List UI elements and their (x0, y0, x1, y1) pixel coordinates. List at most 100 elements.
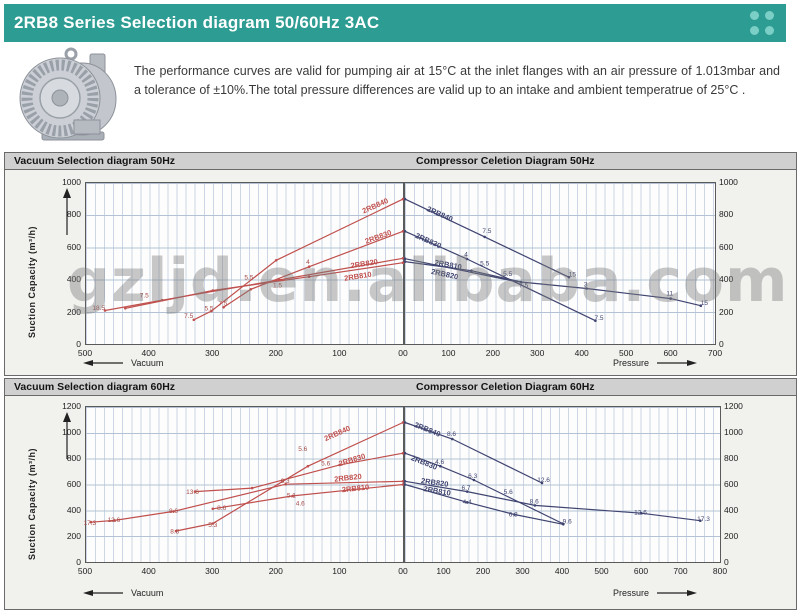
power-annotation: 4.4 (463, 499, 472, 506)
vacuum-60hz-plot: 2RB840 2RB830 2RB820 2RB810 17.3 12.6 8.6 8.8 5.… (83, 406, 405, 563)
power-annotation: 4.6 (296, 500, 305, 507)
pressure-axis-label: Pressure (613, 358, 650, 368)
power-annotation: 15 (569, 272, 577, 279)
curve-point (519, 280, 523, 284)
curve-point (540, 481, 544, 485)
curve-point (113, 519, 116, 522)
vacuum-axis-label: Vacuum (131, 358, 164, 368)
dot-icon (750, 26, 759, 35)
curve-point (669, 297, 672, 300)
power-annotation: 4 (306, 259, 310, 266)
panel-60hz: Vacuum Selection diagram 60Hz Compressor… (4, 378, 797, 610)
curve-point (465, 501, 469, 504)
series-label-2RB830: 2RB830 (414, 231, 443, 250)
curve-2RB810 (404, 483, 564, 525)
curve-point (401, 483, 405, 486)
curve-point (222, 306, 225, 309)
curve-point (401, 480, 405, 483)
curve-point (338, 463, 341, 467)
series-label-2RB840: 2RB840 (413, 420, 442, 439)
compressor-50hz-plot: 2RB840 2RB830 2RB810 2RB820 7.5 15 4 5.5 5.5 7.5 7… (403, 182, 716, 345)
intro-text: The performance curves are valid for pum… (134, 63, 780, 97)
vacuum-50hz-yticks: 1000 800 600 400 200 0 (62, 177, 81, 349)
curve-2RB820 (104, 257, 404, 312)
suction-capacity-axis-label: Suction Capacity (m³/h) (27, 225, 37, 338)
curve-point (403, 257, 407, 260)
left-arrow-icon (83, 360, 123, 366)
curve-point (401, 451, 405, 455)
curve-2RB840 (175, 421, 404, 532)
vacuum-50hz-curves: 2RB8402RB8302RB8202RB81018.57.57.55.55.5… (92, 196, 405, 322)
panel-60hz-body: Suction Capacity (m³/h) 1200 1000 800 600 40… (5, 396, 796, 609)
left-arrow-icon (83, 590, 123, 596)
vacuum-60hz-xticks: 500 400 300 200 100 00 (77, 566, 408, 576)
power-annotation: 4.6 (435, 459, 444, 466)
curve-point (211, 522, 215, 525)
right-arrow-icon (657, 590, 698, 596)
power-annotation: 7.5 (140, 293, 149, 300)
curve-point (403, 197, 407, 201)
power-annotation: 12.6 (634, 510, 647, 517)
compressor-60hz-plot: 2RB840 2RB830 2RB820 2RB810 8.6 12.6 4.6 6.3 9.6… (403, 406, 721, 563)
power-annotation: 11 (666, 291, 673, 298)
curve-point (699, 519, 702, 522)
curve-point (451, 437, 454, 441)
curve-point (699, 304, 703, 307)
series-label-2RB820: 2RB820 (421, 476, 450, 489)
series-label-2RB810: 2RB810 (344, 270, 373, 283)
power-annotation: 18.5 (92, 305, 105, 312)
series-label-2RB820: 2RB820 (350, 257, 379, 270)
suction-capacity-axis-label: Suction Capacity (m³/h) (27, 447, 37, 560)
curve-point (403, 421, 407, 424)
dot-icon (765, 26, 774, 35)
power-annotation: 7.5 (218, 301, 227, 308)
power-annotation: 6.7 (461, 485, 470, 492)
vacuum-60hz-title: Vacuum Selection diagram 60Hz (14, 381, 176, 393)
power-annotation: 6.3 (468, 473, 477, 480)
power-annotation: 5.5 (480, 260, 489, 267)
power-annotation: 5.3 (208, 522, 217, 529)
curve-point (585, 287, 588, 290)
page-title: 2RB8 Series Selection diagram 50/60Hz 3A… (14, 13, 380, 32)
curve-point (401, 257, 405, 260)
power-annotation: 5.6 (321, 460, 330, 467)
curve-point (513, 513, 516, 516)
curve-point (483, 235, 486, 239)
pressure-axis-caption: Pressure (613, 358, 698, 368)
curve-2RB810 (212, 483, 404, 510)
curve-point (439, 464, 442, 468)
power-annotation: 17.3 (83, 520, 96, 527)
curve-point (193, 490, 197, 493)
panel-60hz-header: Vacuum Selection diagram 60Hz Compressor… (5, 379, 796, 396)
vacuum-axis-caption: Vacuum (83, 358, 163, 368)
power-annotation: 12.6 (108, 517, 121, 524)
dot-icon (765, 11, 774, 20)
dot-icon (750, 11, 759, 20)
intro-section: The performance curves are valid for pum… (4, 44, 796, 150)
vacuum-50hz-plot: 2RB840 2RB830 2RB820 2RB810 18.5 7.5 7.5 5.5 5.5… (85, 182, 405, 345)
power-annotation: 8.6 (169, 508, 178, 515)
curve-2RB820 (404, 480, 701, 522)
compressor-60hz-yticks: 1200 1000 800 600 400 200 0 (724, 401, 743, 567)
curve-2RB810 (125, 262, 404, 309)
power-annotation: 5.5 (244, 274, 253, 281)
title-bar: 2RB8 Series Selection diagram 50/60Hz 3A… (4, 4, 786, 42)
curve-point (403, 483, 407, 486)
up-arrow-icon (63, 412, 71, 459)
curve-point (465, 257, 469, 261)
power-annotation: 7.5 (184, 313, 193, 320)
curve-point (103, 309, 107, 312)
power-annotation: 7.5 (594, 315, 603, 322)
curve-point (403, 260, 407, 263)
curve-point (470, 269, 473, 272)
panel-50hz-header: Vacuum Selection diagram 50Hz Compressor… (5, 153, 796, 170)
curve-point (401, 197, 405, 201)
power-annotation: 8.8 (170, 528, 179, 535)
vacuum-50hz-xticks: 500 400 300 200 100 00 (77, 348, 408, 358)
compressor-50hz-title: Compressor Celetion Diagram 50Hz (416, 155, 595, 167)
panel-50hz-body: gzljd.en.alibaba.com Suction Capacity (m… (5, 170, 796, 375)
curve-point (291, 494, 294, 498)
curve-point (401, 421, 405, 424)
curve-point (465, 490, 469, 493)
